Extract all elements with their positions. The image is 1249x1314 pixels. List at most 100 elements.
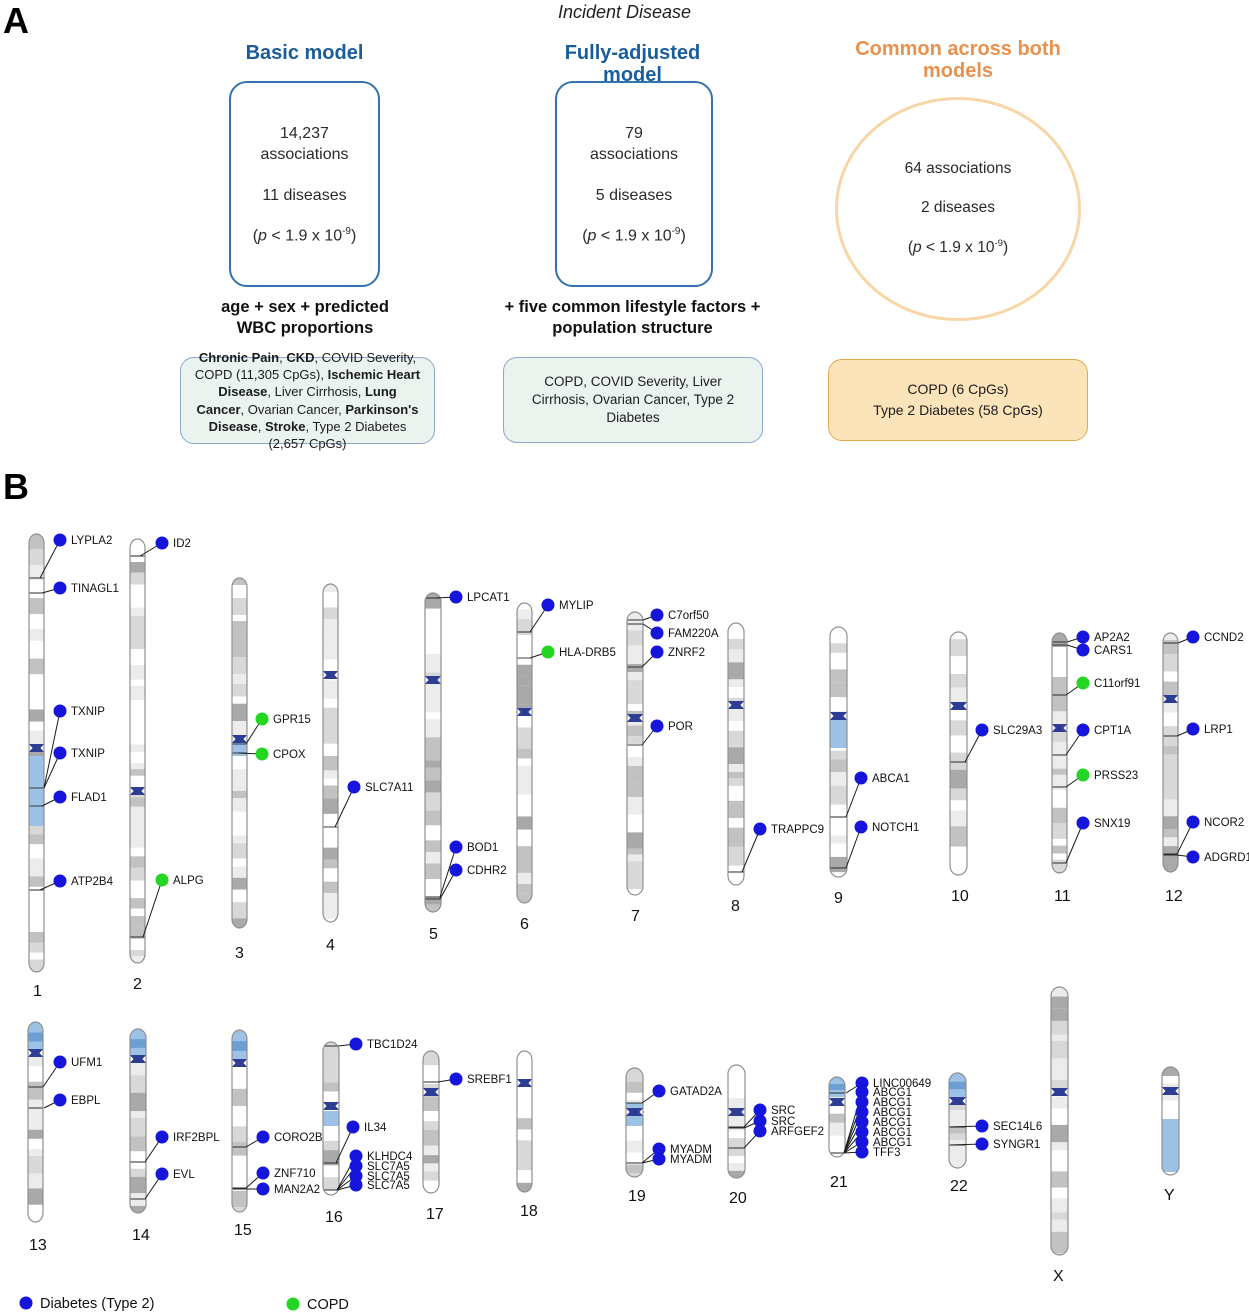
diabetes-dot-icon [855, 1135, 869, 1149]
diabetes-dot-icon [855, 1115, 869, 1129]
gene-label: NCOR2 [1204, 817, 1244, 829]
gene-marker-ATP2B4: ATP2B4 [39, 874, 114, 891]
gene-label: ZNRF2 [668, 647, 705, 659]
chromosome-number-6: 6 [520, 916, 529, 933]
chromosome-outline [424, 592, 442, 913]
chromosome-body [130, 539, 145, 963]
gene-label: UFM1 [71, 1057, 102, 1069]
centromere [1163, 695, 1178, 703]
centromere [950, 702, 967, 710]
diabetes-dot-icon [349, 1178, 363, 1192]
chromosome-9: 9 ABCA1 NOTCH1 [829, 626, 919, 907]
karyotype-svg: 1 LYPLA2 TINAGL1 TXNIP TXNIP FLAD1 ATP2B4 2 ID2 A… [19, 533, 1249, 1313]
centromere [517, 1079, 532, 1087]
centromere [323, 1102, 339, 1110]
gene-marker-ID2: ID2 [139, 536, 191, 557]
diabetes-dot-icon [256, 1182, 270, 1196]
diabetes-dot-icon [753, 1114, 767, 1128]
diabetes-dot-icon [53, 533, 67, 547]
gene-label: TXNIP [71, 748, 105, 760]
chromosome-1: 1 LYPLA2 TINAGL1 TXNIP TXNIP FLAD1 ATP2B4 [28, 533, 119, 1000]
common-models-circle: 64 associations 2 diseases (p < 1.9 x 10… [835, 97, 1081, 321]
common-associations: 64 associations [904, 160, 1012, 178]
diabetes-dot-icon [349, 1169, 363, 1183]
chromosome-X: X [1050, 986, 1069, 1285]
gene-marker-TXNIP: TXNIP [43, 704, 105, 789]
chromosome-outline [1161, 1066, 1180, 1176]
gene-label: FLAD1 [71, 792, 107, 804]
copd-dot-icon [155, 873, 169, 887]
gene-label: GATAD2A [670, 1086, 722, 1098]
chromosome-number-X: X [1053, 1268, 1064, 1285]
chromosome-body [830, 627, 847, 877]
gene-marker-ARFGEF2: ARFGEF2 [743, 1124, 824, 1149]
chromosome-number-8: 8 [731, 898, 740, 915]
chromosome-8: 8 TRAPPC9 [727, 622, 824, 915]
chromosome-3: 3 GPR15 CPOX [231, 577, 311, 962]
gene-marker-SREBF1: SREBF1 [437, 1072, 512, 1086]
diabetes-dot-icon [449, 863, 463, 877]
gene-label: ABCG1 [873, 1097, 912, 1109]
gene-label: GPR15 [273, 714, 311, 726]
chromosome-number-12: 12 [1165, 888, 1183, 905]
fully-adjusted-diseases-note: COPD, COVID Severity, Liver Cirrhosis, O… [503, 357, 763, 443]
basic-diseases: 11 diseases [262, 186, 347, 204]
gene-label: ABCG1 [873, 1117, 912, 1129]
chromosome-number-17: 17 [426, 1206, 444, 1223]
chromosome-body [1051, 987, 1068, 1255]
diabetes-dot-icon [650, 608, 664, 622]
chromosome-body [1052, 633, 1067, 873]
chromosome-22: 22 SEC14L6 SYNGR1 [948, 1072, 1042, 1195]
gene-label: C11orf91 [1094, 678, 1140, 690]
diabetes-dot-icon [855, 1085, 869, 1099]
chromosome-outline [129, 538, 146, 964]
chromosome-number-20: 20 [729, 1190, 747, 1207]
diabetes-dot-icon [855, 1125, 869, 1139]
diabetes-dot-icon [1186, 630, 1200, 644]
diabetes-dot-icon [53, 746, 67, 760]
gene-label: TFF3 [873, 1147, 900, 1159]
centromere [28, 1049, 43, 1057]
chromosome-body [29, 534, 44, 972]
gene-marker-MAN2A2: MAN2A2 [246, 1182, 320, 1196]
gene-label: CPOX [273, 749, 306, 761]
chromosome-number-10: 10 [951, 888, 969, 905]
diabetes-dot-icon [855, 1145, 869, 1159]
hetero-region [1162, 1119, 1179, 1172]
gene-label: TBC1D24 [367, 1039, 418, 1051]
gene-marker-GPR15: GPR15 [245, 712, 311, 745]
diabetes-dot-icon [650, 719, 664, 733]
gene-marker-SEC14L6: SEC14L6 [949, 1119, 1042, 1133]
gene-label: ABCG1 [873, 1087, 912, 1099]
gene-label: MYADM [670, 1154, 712, 1166]
gene-label: LINC00649 [873, 1078, 931, 1090]
centromere [423, 1088, 439, 1096]
chromosome-18: 18 [516, 1050, 538, 1220]
chromosome-body [829, 1077, 845, 1157]
diabetes-dot-icon [449, 1072, 463, 1086]
chromosome-14: 14 IRF2BPL EVL [129, 1028, 220, 1244]
centromere [949, 1097, 966, 1105]
gene-marker-TFF3: TFF3 [843, 1145, 900, 1159]
gene-label: HLA-DRB5 [559, 647, 616, 659]
chromosome-outline [28, 533, 45, 973]
chromosome-outline [828, 1076, 846, 1158]
gene-label: PRSS23 [1094, 770, 1138, 782]
chromosome-number-18: 18 [520, 1203, 538, 1220]
fully-pvalue: (p < 1.9 x 10-9) [582, 225, 686, 245]
gene-label: TINAGL1 [71, 583, 119, 595]
fully-associations: 79 associations [589, 124, 679, 164]
chromosome-body [28, 1022, 43, 1222]
diabetes-dot-icon [975, 1119, 989, 1133]
gene-label: ABCA1 [872, 773, 910, 785]
diabetes-dot-icon [1076, 723, 1090, 737]
centromere [1162, 1087, 1179, 1095]
gene-marker-SNX19: SNX19 [1065, 816, 1130, 864]
gene-label: LPCAT1 [467, 592, 510, 604]
chromosome-6: 6 MYLIP HLA-DRB5 [516, 598, 616, 933]
chromosome-outline [829, 626, 848, 878]
chromosome-outline [322, 1041, 340, 1196]
